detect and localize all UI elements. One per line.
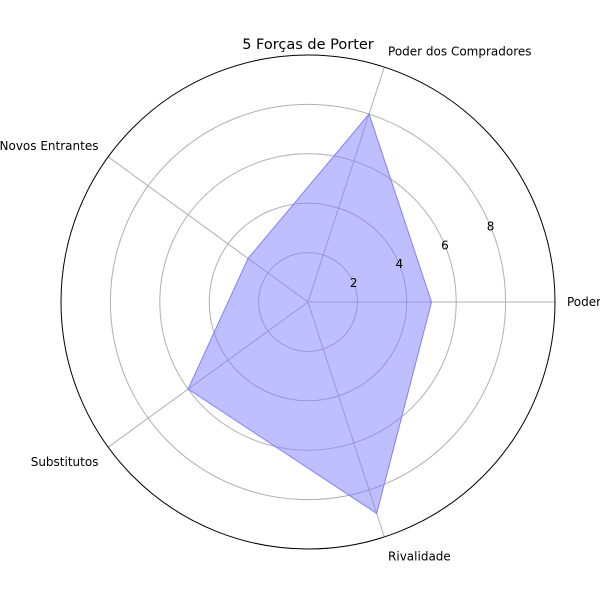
data-point-0 xyxy=(430,301,433,303)
axis-label-0: Poder dos Fornecedores xyxy=(567,295,600,309)
radial-tick-label-8: 8 xyxy=(487,219,495,233)
axis-label-4: Rivalidade xyxy=(388,549,451,563)
axis-label-1: Poder dos Compradores xyxy=(388,45,532,59)
data-point-3 xyxy=(187,388,189,390)
axis-label-3: Substitutos xyxy=(31,455,99,469)
data-area-series-0 xyxy=(187,113,433,515)
chart-title: 5 Forças de Porter xyxy=(242,37,374,53)
polar-frame xyxy=(60,54,556,550)
radial-tick-label-2: 2 xyxy=(350,276,358,290)
axis-label-2: Novos Entrantes xyxy=(0,139,98,153)
data-point-1 xyxy=(368,113,370,115)
data-point-2 xyxy=(247,257,249,260)
data-point-4 xyxy=(375,512,378,515)
radial-tick-label-4: 4 xyxy=(395,257,403,271)
radial-tick-label-6: 6 xyxy=(441,238,449,252)
